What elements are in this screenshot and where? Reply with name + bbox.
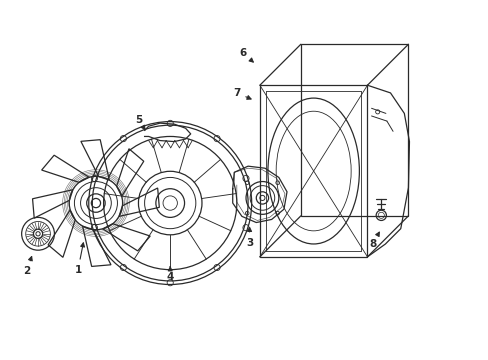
Text: 8: 8	[368, 232, 379, 249]
Text: 4: 4	[166, 266, 174, 282]
Text: 1: 1	[74, 243, 84, 275]
Text: 3: 3	[245, 228, 253, 248]
Text: 6: 6	[239, 48, 253, 62]
Text: 2: 2	[23, 257, 32, 276]
Text: 7: 7	[233, 88, 250, 99]
Text: 5: 5	[135, 114, 145, 130]
